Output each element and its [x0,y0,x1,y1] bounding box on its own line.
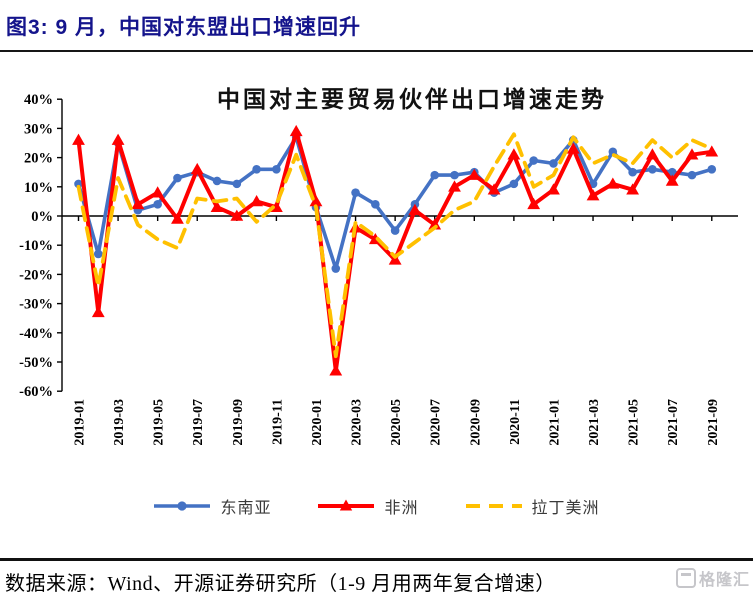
x-tick-label: 2021-07 [666,399,681,446]
legend-label-latin-america: 拉丁美洲 [531,500,600,517]
series-southeast-asia [74,132,717,273]
y-tick-label: -30% [19,297,53,313]
y-tick-label: -10% [19,238,53,254]
legend-label-southeast-asia: 东南亚 [220,500,272,517]
data-source-text: 数据来源：Wind、开源证券研究所（1-9 月用两年复合增速） [5,573,556,595]
x-tick-label: 2021-09 [706,399,721,446]
figure-header: 图3: 9 月，中国对东盟出口增速回升 [0,0,753,52]
x-tick-label: 2019-01 [73,399,88,446]
series-africa [72,124,719,376]
legend-item-africa: 非洲 [317,494,418,518]
figure-footer: 数据来源：Wind、开源证券研究所（1-9 月用两年复合增速） [0,558,753,596]
gelonghui-watermark: 格隆汇 [675,566,750,590]
gelonghui-watermark-text: 格隆汇 [698,572,750,589]
x-tick-label: 2020-03 [350,399,365,446]
x-axis: 2019-01 2019-03 2019-05 2019-07 2019-09 2019-… [62,215,738,446]
x-tick-label: 2020-09 [468,399,483,446]
y-tick-label: -40% [19,326,53,342]
x-tick-label: 2021-01 [547,399,562,446]
chart-title: 中国对主要贸易伙伴出口增速走势 [217,86,607,112]
x-tick-label: 2021-03 [587,399,602,446]
legend-label-africa: 非洲 [384,500,419,517]
x-tick-label: 2020-05 [389,399,404,446]
x-tick-label: 2020-11 [508,399,523,445]
legend-item-latin-america: 拉丁美洲 [465,494,600,518]
chart-legend: 东南亚 非洲 拉丁美洲 [0,491,753,521]
y-tick-label: 30% [24,121,53,137]
x-tick-label: 2019-09 [231,399,246,446]
y-tick-label: 10% [24,180,53,196]
y-axis: -60% -50% -40% -30% -20% -10% 0% 10% 20% 30% 40% [19,92,63,400]
x-tick-label: 2019-03 [112,399,127,446]
x-tick-label: 2020-01 [310,399,325,446]
y-tick-label: 20% [24,151,53,167]
latin-america-line-sample-icon [465,504,522,508]
africa-line-sample-icon [318,499,375,511]
export-growth-line-chart: 中国对主要贸易伙伴出口增速走势 -60% -50% -40% -30% -20% -10% 0… [19,86,738,446]
figure-title: 图3: 9 月，中国对东盟出口增速回升 [6,16,362,39]
y-tick-label: 0% [31,209,53,225]
x-tick-label: 2019-05 [152,399,167,446]
y-tick-label: -50% [19,355,53,371]
x-tick-label: 2021-05 [627,399,642,446]
y-tick-label: 40% [24,92,53,108]
y-tick-label: -60% [19,384,53,400]
x-tick-label: 2020-07 [429,399,444,446]
x-tick-label: 2019-11 [270,399,285,445]
gelonghui-logo-icon [675,568,696,588]
y-tick-label: -20% [19,267,53,283]
x-tick-label: 2019-07 [191,399,206,446]
legend-item-southeast-asia: 东南亚 [153,494,271,518]
southeast-asia-line-sample-icon [154,501,211,511]
series-latin-america [76,132,714,359]
